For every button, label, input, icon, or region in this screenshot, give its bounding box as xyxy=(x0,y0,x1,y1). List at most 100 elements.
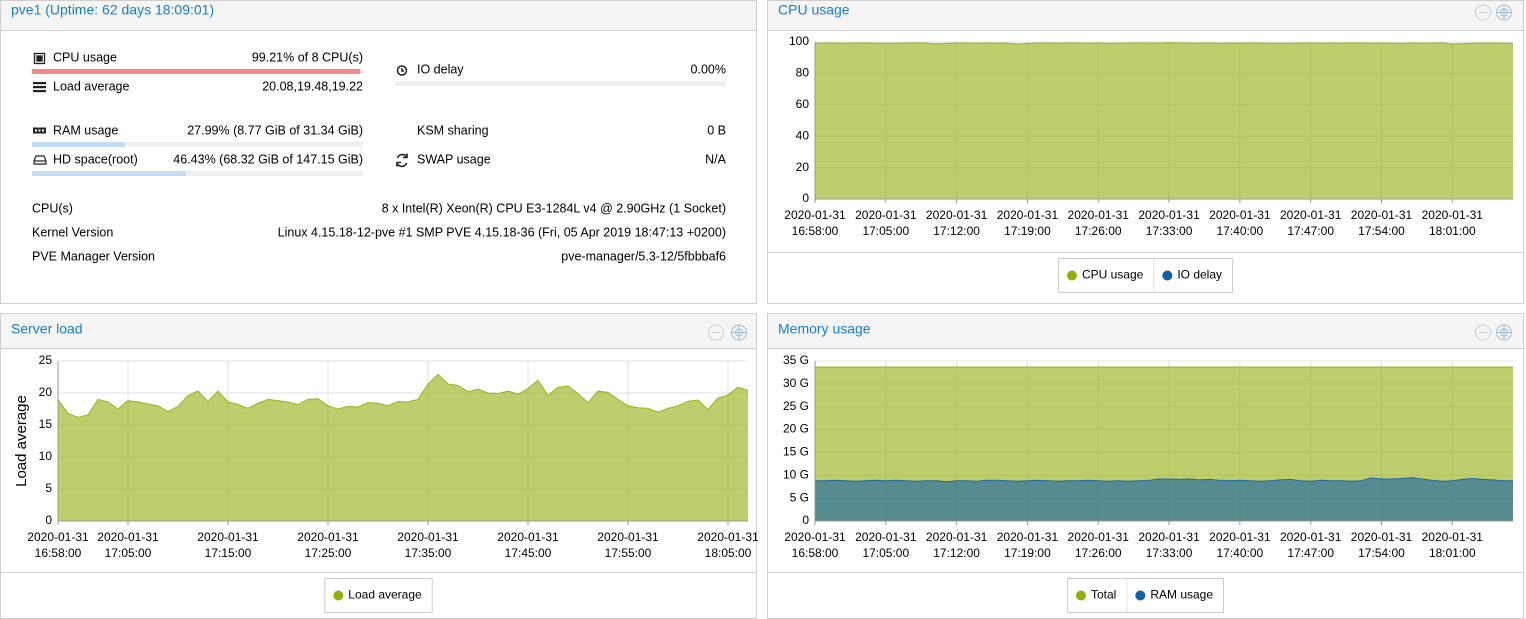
x-tick-date: 2020-01-31 xyxy=(597,530,659,544)
legend-box xyxy=(1066,578,1225,613)
x-tick-date: 2020-01-31 xyxy=(1351,530,1413,544)
status-value: 8 x Intel(R) Xeon(R) CPU E3-1284L v4 @ 2… xyxy=(382,201,726,215)
minimize-button[interactable] xyxy=(1475,324,1491,341)
progress-bar xyxy=(32,142,125,147)
status-value: 27.99% (8.77 GiB of 31.34 GiB) xyxy=(187,123,363,137)
status-value: 99.21% of 8 CPU(s) xyxy=(252,50,363,64)
x-tick-time: 17:45:00 xyxy=(505,546,552,560)
legend-label: Load average xyxy=(348,588,422,602)
x-tick-date: 2020-01-31 xyxy=(997,208,1059,222)
x-tick-time: 16:58:00 xyxy=(35,546,82,560)
x-tick-time: 17:15:00 xyxy=(205,546,252,560)
x-tick-date: 2020-01-31 xyxy=(1138,530,1200,544)
y-tick-label: 80 xyxy=(796,66,810,80)
x-tick-time: 17:25:00 xyxy=(305,546,352,560)
x-tick-time: 16:58:00 xyxy=(792,224,839,238)
x-tick-time: 17:55:00 xyxy=(605,546,652,560)
minimize-button[interactable] xyxy=(1475,4,1491,21)
x-tick-time: 17:12:00 xyxy=(933,546,980,560)
y-tick-label: 5 xyxy=(45,481,52,495)
legend-item[interactable]: Load average xyxy=(333,588,422,602)
progress-bar xyxy=(32,69,361,74)
legend-label: CPU usage xyxy=(1082,268,1144,282)
x-tick-time: 17:05:00 xyxy=(862,546,909,560)
x-tick-time: 17:40:00 xyxy=(1217,224,1264,238)
x-tick-date: 2020-01-31 xyxy=(784,208,846,222)
x-tick-date: 2020-01-31 xyxy=(397,530,459,544)
x-tick-date: 2020-01-31 xyxy=(197,530,259,544)
progress-track xyxy=(32,142,363,147)
area xyxy=(815,42,1513,199)
legend-item[interactable]: RAM usage xyxy=(1135,588,1213,602)
x-tick-time: 18:05:00 xyxy=(705,546,752,560)
y-tick-label: 15 G xyxy=(783,445,809,459)
x-tick-time: 17:33:00 xyxy=(1146,546,1193,560)
y-tick-label: 25 xyxy=(39,353,53,367)
ram-icon xyxy=(33,127,46,134)
area xyxy=(58,374,748,521)
x-tick-date: 2020-01-31 xyxy=(497,530,559,544)
status-label: KSM sharing xyxy=(417,123,489,137)
x-tick-time: 17:47:00 xyxy=(1287,546,1334,560)
x-tick-time: 17:47:00 xyxy=(1287,224,1334,238)
y-tick-label: 40 xyxy=(796,128,810,142)
legend-marker xyxy=(1162,270,1173,281)
y-tick-label: 100 xyxy=(789,34,809,48)
x-tick-date: 2020-01-31 xyxy=(926,530,988,544)
x-tick-time: 17:19:00 xyxy=(1004,224,1051,238)
status-value: 0.00% xyxy=(691,62,726,76)
x-tick-time: 17:12:00 xyxy=(933,224,980,238)
y-tick-label: 15 xyxy=(39,417,53,431)
hd-icon xyxy=(33,155,47,165)
line xyxy=(815,477,1513,483)
x-tick-date: 2020-01-31 xyxy=(1138,208,1200,222)
legend-marker xyxy=(1135,590,1146,601)
legend-item[interactable]: CPU usage xyxy=(1066,268,1144,282)
x-tick-date: 2020-01-31 xyxy=(997,530,1059,544)
line xyxy=(814,42,1514,45)
legend-label: Total xyxy=(1091,588,1116,602)
status-panel xyxy=(0,0,757,304)
zoom-reset-button[interactable] xyxy=(1496,4,1512,21)
legend[interactable]: Load average xyxy=(324,578,433,613)
x-tick-time: 16:58:00 xyxy=(792,546,839,560)
x-tick-date: 2020-01-31 xyxy=(1422,530,1484,544)
legend-marker xyxy=(1066,270,1077,281)
legend[interactable]: Total RAM usage xyxy=(1066,578,1225,613)
x-tick-date: 2020-01-31 xyxy=(926,208,988,222)
swap-icon xyxy=(396,153,408,168)
y-axis-label: Load average xyxy=(13,395,30,487)
x-tick-date: 2020-01-31 xyxy=(697,530,759,544)
status-label: Load average xyxy=(53,79,130,93)
legend-item[interactable]: Total xyxy=(1075,588,1116,602)
x-tick-date: 2020-01-31 xyxy=(27,530,89,544)
panel-title: Memory usage xyxy=(778,321,871,337)
status-value: 20.08,19.48,19.22 xyxy=(262,79,363,93)
y-tick-label: 5 G xyxy=(790,490,809,504)
panel-title: CPU usage xyxy=(778,2,850,18)
status-label: SWAP usage xyxy=(417,152,491,166)
zoom-reset-button[interactable] xyxy=(1496,324,1512,341)
x-tick-date: 2020-01-31 xyxy=(1422,208,1484,222)
legend-label: IO delay xyxy=(1177,268,1222,282)
io-icon xyxy=(396,65,408,76)
y-tick-label: 20 G xyxy=(783,422,809,436)
y-tick-label: 10 G xyxy=(783,467,809,481)
status-label: CPU usage xyxy=(53,50,117,64)
legend-marker xyxy=(333,590,344,601)
x-tick-time: 17:54:00 xyxy=(1358,224,1405,238)
x-tick-date: 2020-01-31 xyxy=(297,530,359,544)
zoom-reset-button[interactable] xyxy=(731,324,747,341)
y-tick-label: 25 G xyxy=(783,399,809,413)
x-tick-date: 2020-01-31 xyxy=(97,530,159,544)
legend-box xyxy=(1057,258,1234,293)
legend-item[interactable]: IO delay xyxy=(1162,268,1222,282)
minimize-button[interactable] xyxy=(708,324,724,341)
legend[interactable]: CPU usage IO delay xyxy=(1057,258,1234,293)
x-tick-time: 17:54:00 xyxy=(1358,546,1405,560)
status-label: Kernel Version xyxy=(32,225,113,239)
x-tick-time: 17:05:00 xyxy=(105,546,152,560)
x-tick-time: 18:01:00 xyxy=(1429,224,1476,238)
